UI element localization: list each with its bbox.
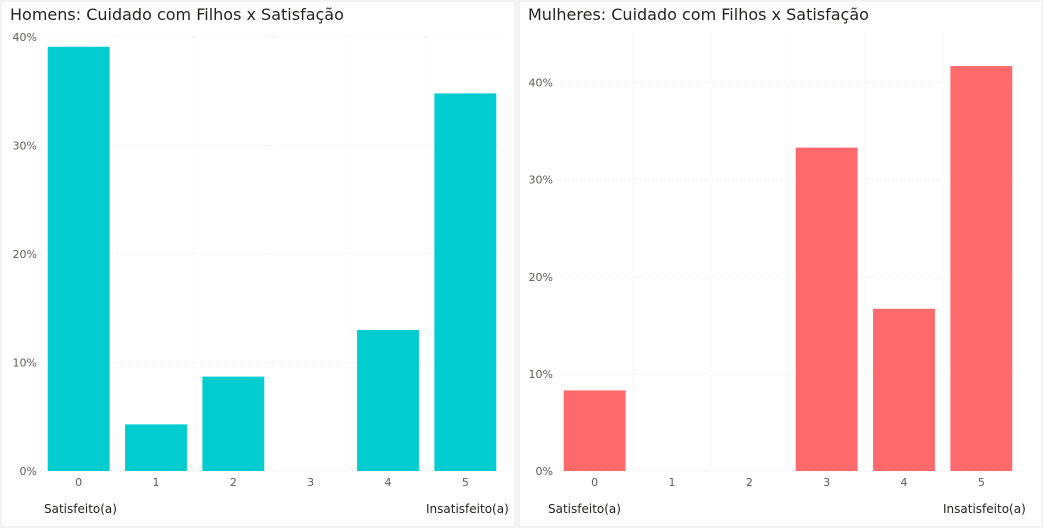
bar-3[interactable] xyxy=(795,147,858,471)
x-tick-label: 4 xyxy=(901,476,908,489)
y-tick-label: 30% xyxy=(529,174,553,187)
y-tick-label: 40% xyxy=(13,31,37,44)
x-tick-label: 0 xyxy=(591,476,598,489)
axis-end-label-right: Insatisfeito(a) xyxy=(943,502,1026,516)
x-tick-label: 1 xyxy=(669,476,676,489)
bar-4[interactable] xyxy=(357,329,419,471)
x-tick-label: 2 xyxy=(746,476,753,489)
x-tick-label: 1 xyxy=(153,476,160,489)
x-tick-label: 3 xyxy=(823,476,830,489)
bar-chart-homens: 0% 10% 20% 30% 40% 0 1 2 3 4 5 xyxy=(13,31,504,489)
y-tick-label: 20% xyxy=(529,271,553,284)
bar-chart-mulheres: 0% 10% 20% 30% 40% 0 1 2 3 4 5 xyxy=(529,34,1020,489)
axis-end-label-right: Insatisfeito(a) xyxy=(426,502,509,516)
y-tick-label: 10% xyxy=(13,357,37,370)
bar-5[interactable] xyxy=(434,93,497,472)
axis-end-label-left: Satisfeito(a) xyxy=(548,502,621,516)
axis-end-label-left: Satisfeito(a) xyxy=(44,502,117,516)
bar-0[interactable] xyxy=(563,390,626,471)
y-tick-label: 20% xyxy=(13,248,37,261)
chart-panel-mulheres: Mulheres: Cuidado com Filhos x Satisfaçã… xyxy=(520,2,1041,526)
x-tick-label: 0 xyxy=(75,476,82,489)
y-tick-label: 30% xyxy=(13,140,37,153)
bar-4[interactable] xyxy=(873,308,935,471)
bar-2[interactable] xyxy=(202,376,265,471)
bar-5[interactable] xyxy=(950,66,1013,472)
x-tick-label: 5 xyxy=(462,476,469,489)
bar-1[interactable] xyxy=(125,424,187,471)
bar-0[interactable] xyxy=(47,46,110,471)
chart-title: Mulheres: Cuidado com Filhos x Satisfaçã… xyxy=(528,5,869,24)
y-tick-label: 10% xyxy=(529,368,553,381)
x-tick-label: 3 xyxy=(307,476,314,489)
y-tick-label: 0% xyxy=(20,465,37,478)
chart-title: Homens: Cuidado com Filhos x Satisfação xyxy=(10,5,344,24)
x-tick-label: 2 xyxy=(230,476,237,489)
y-tick-label: 0% xyxy=(536,465,553,478)
x-tick-label: 5 xyxy=(978,476,985,489)
chart-panel-homens: Homens: Cuidado com Filhos x Satisfação … xyxy=(2,2,514,526)
y-tick-label: 40% xyxy=(529,77,553,90)
x-tick-label: 4 xyxy=(385,476,392,489)
